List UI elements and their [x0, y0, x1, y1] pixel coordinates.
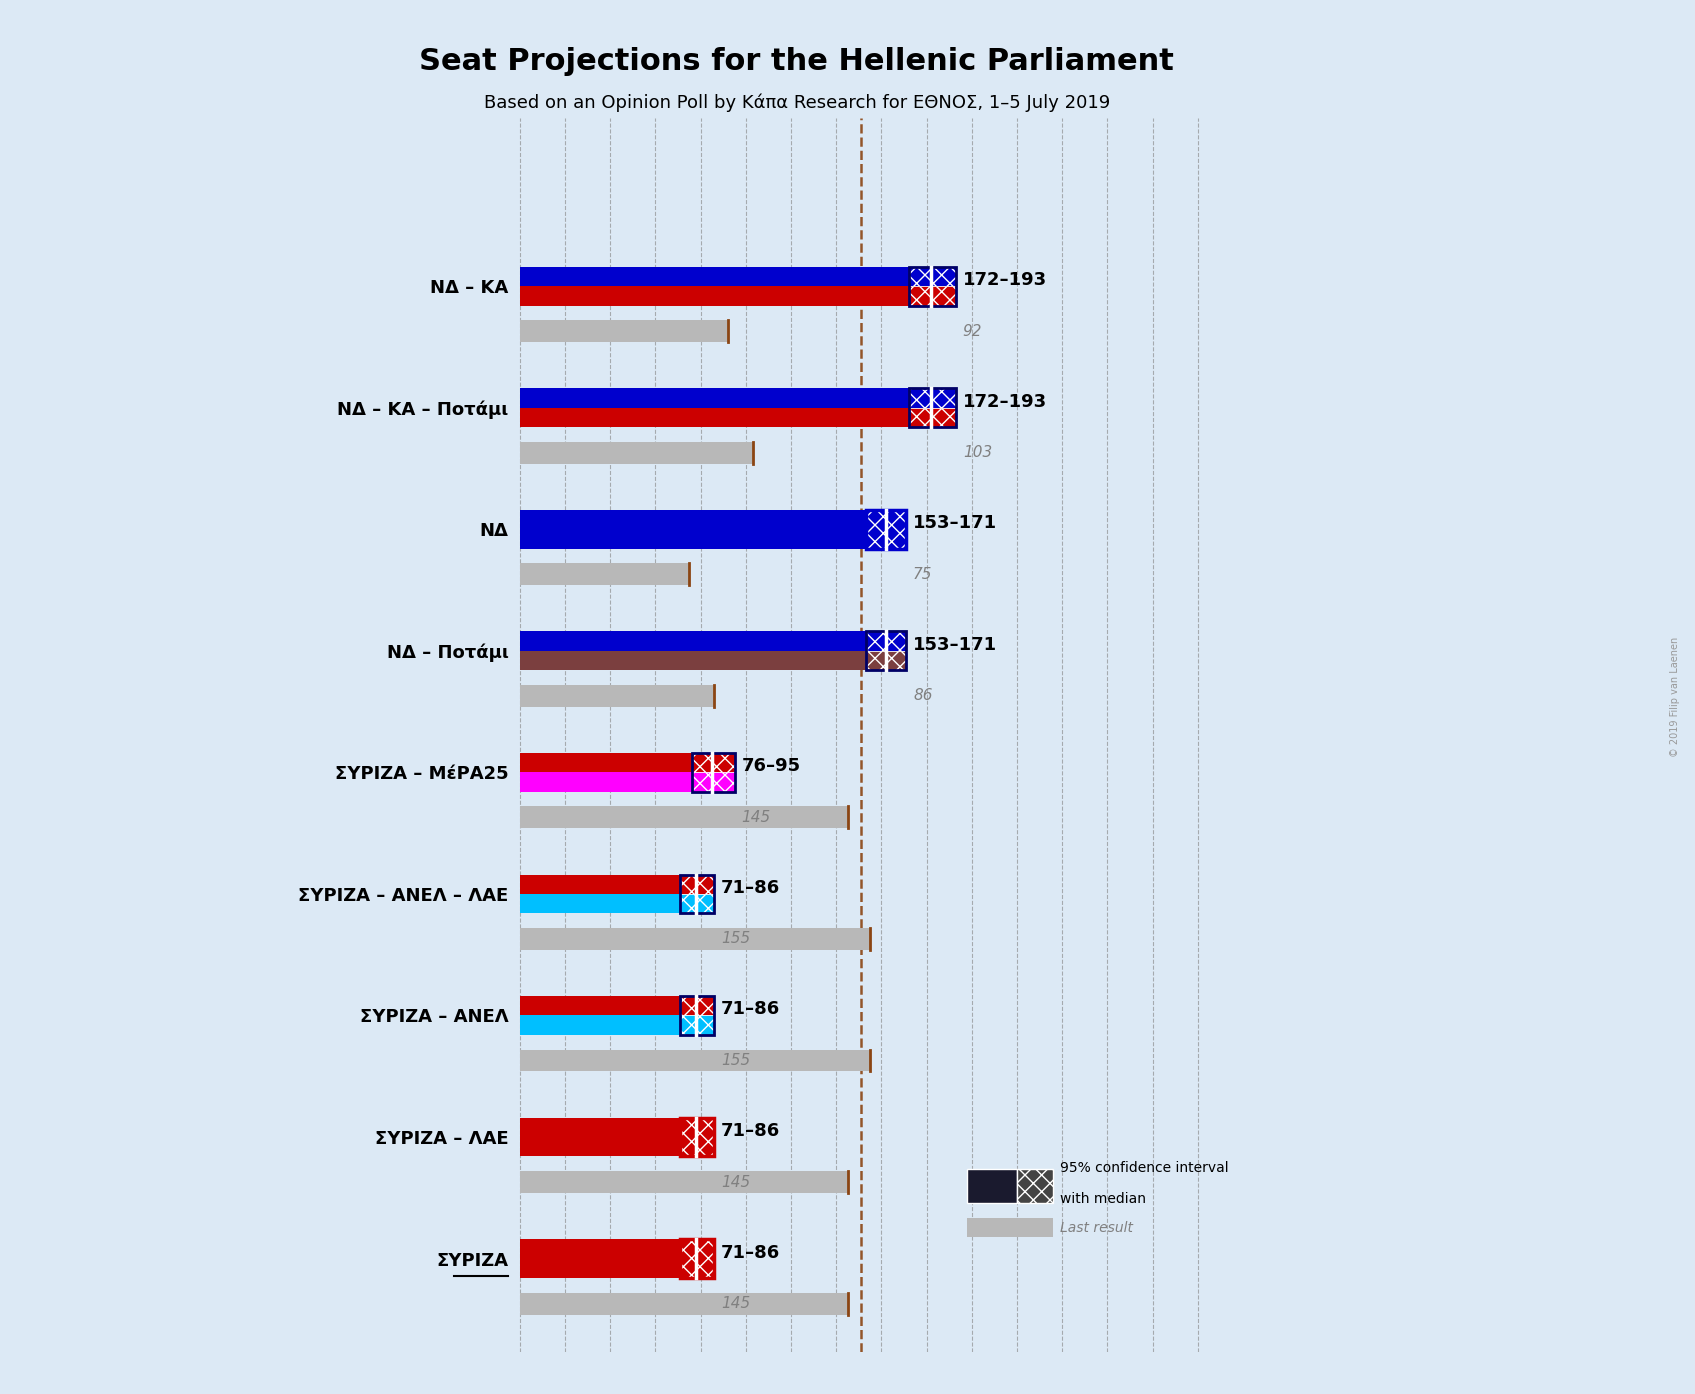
- Bar: [692, 772, 734, 792]
- Bar: [520, 442, 753, 464]
- Bar: [520, 807, 848, 828]
- Bar: [909, 286, 956, 305]
- Bar: [520, 894, 680, 913]
- Text: ΣΥΡΙΖΑ – ΑΝΕΛ: ΣΥΡΙΖΑ – ΑΝΕΛ: [359, 1008, 508, 1026]
- Text: Seat Projections for the Hellenic Parliament: Seat Projections for the Hellenic Parlia…: [419, 47, 1175, 77]
- Text: 145: 145: [720, 1296, 751, 1312]
- Bar: [520, 510, 866, 549]
- Text: ΣΥΡΙΖΑ – ΛΑΕ: ΣΥΡΙΖΑ – ΛΑΕ: [375, 1131, 508, 1149]
- Bar: [866, 631, 907, 671]
- Bar: [680, 1239, 714, 1278]
- Text: 145: 145: [720, 1175, 751, 1189]
- Text: ΣΥΡΙΖΑ – ΜέΡΑ25: ΣΥΡΙΖΑ – ΜέΡΑ25: [336, 765, 508, 783]
- Bar: [909, 389, 956, 408]
- Text: 155: 155: [720, 931, 751, 947]
- Bar: [520, 651, 866, 671]
- Bar: [520, 1292, 848, 1315]
- Text: 71–86: 71–86: [720, 1243, 780, 1262]
- Bar: [909, 266, 956, 305]
- Text: 155: 155: [720, 1052, 751, 1068]
- Bar: [520, 1171, 848, 1193]
- Bar: [1017, 1168, 1053, 1203]
- Text: 95% confidence interval: 95% confidence interval: [1059, 1161, 1229, 1175]
- Bar: [520, 1015, 680, 1034]
- Bar: [520, 408, 909, 427]
- Bar: [520, 874, 680, 894]
- Bar: [520, 1118, 680, 1157]
- Bar: [680, 1015, 714, 1034]
- Bar: [968, 1168, 1017, 1203]
- Bar: [866, 631, 907, 651]
- Bar: [520, 286, 909, 305]
- Bar: [520, 1050, 870, 1072]
- Bar: [866, 510, 907, 549]
- Bar: [520, 563, 690, 585]
- Text: 92: 92: [963, 323, 983, 339]
- Text: ΝΔ – ΚΑ: ΝΔ – ΚΑ: [431, 279, 508, 297]
- Text: 153–171: 153–171: [914, 514, 997, 533]
- Text: 153–171: 153–171: [914, 636, 997, 654]
- Bar: [968, 1218, 1053, 1236]
- Bar: [866, 651, 907, 671]
- Text: 172–193: 172–193: [963, 272, 1048, 289]
- Text: 103: 103: [963, 445, 992, 460]
- Bar: [692, 753, 734, 792]
- Text: Last result: Last result: [1059, 1221, 1132, 1235]
- Bar: [520, 389, 909, 408]
- Bar: [520, 684, 714, 707]
- Bar: [909, 408, 956, 427]
- Text: ΝΔ – ΚΑ – Ποτάμι: ΝΔ – ΚΑ – Ποτάμι: [337, 400, 508, 420]
- Text: 172–193: 172–193: [963, 393, 1048, 411]
- Text: 71–86: 71–86: [720, 878, 780, 896]
- Text: 145: 145: [741, 810, 771, 825]
- Bar: [680, 1239, 714, 1278]
- Bar: [692, 753, 734, 772]
- Bar: [866, 510, 907, 549]
- Text: ΝΔ – Ποτάμι: ΝΔ – Ποτάμι: [386, 644, 508, 662]
- Text: with median: with median: [1059, 1192, 1146, 1206]
- Text: ΝΔ: ΝΔ: [480, 523, 508, 541]
- Bar: [520, 1239, 680, 1278]
- Bar: [520, 631, 866, 651]
- Text: ΣΥΡΙΖΑ: ΣΥΡΙΖΑ: [437, 1252, 508, 1270]
- Bar: [520, 321, 727, 342]
- Text: 71–86: 71–86: [720, 1122, 780, 1140]
- Text: Based on an Opinion Poll by Κάπα Research for ΕΘΝΟΣ, 1–5 July 2019: Based on an Opinion Poll by Κάπα Researc…: [483, 93, 1110, 112]
- Text: ΣΥΡΙΖΑ – ΑΝΕΛ – ΛΑΕ: ΣΥΡΙΖΑ – ΑΝΕΛ – ΛΑΕ: [298, 887, 508, 905]
- Text: © 2019 Filip van Laenen: © 2019 Filip van Laenen: [1670, 637, 1680, 757]
- Bar: [680, 874, 714, 913]
- Bar: [680, 894, 714, 913]
- Bar: [520, 997, 680, 1015]
- Bar: [520, 928, 870, 949]
- Bar: [909, 266, 956, 286]
- Bar: [680, 1118, 714, 1157]
- Bar: [680, 997, 714, 1034]
- Text: 76–95: 76–95: [741, 757, 800, 775]
- Bar: [520, 753, 692, 772]
- Bar: [680, 997, 714, 1015]
- Text: 86: 86: [914, 689, 932, 704]
- Bar: [680, 1118, 714, 1157]
- Bar: [680, 874, 714, 894]
- Bar: [520, 266, 909, 286]
- Text: 75: 75: [914, 567, 932, 581]
- Bar: [909, 389, 956, 427]
- Bar: [520, 772, 692, 792]
- Text: 71–86: 71–86: [720, 1001, 780, 1019]
